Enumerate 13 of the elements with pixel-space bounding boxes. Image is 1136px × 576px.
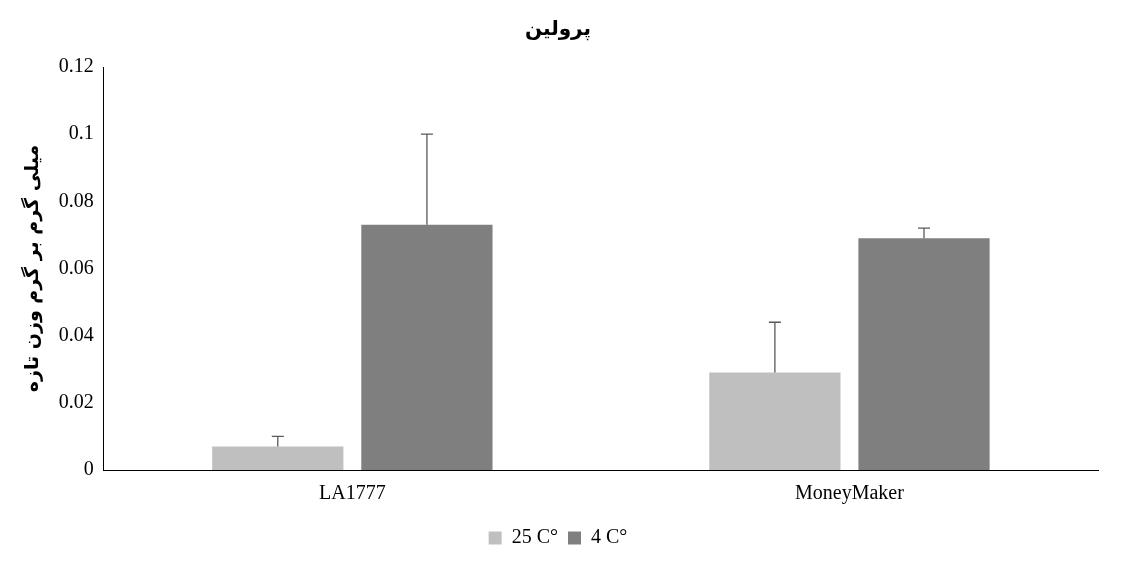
legend-label: 4 C°: [591, 525, 628, 548]
x-tick-label: LA1777: [319, 481, 386, 504]
y-tick-label: 0: [83, 457, 94, 480]
y-tick-label: 0.12: [58, 54, 94, 77]
y-tick-label: 0.1: [68, 121, 94, 144]
y-tick-label: 0.06: [58, 255, 94, 278]
y-tick-label: 0.04: [58, 322, 94, 345]
y-tick-label: 0.08: [58, 188, 94, 211]
chart-title: پرولین: [524, 16, 592, 42]
y-tick-label: 0.02: [58, 390, 94, 413]
legend-label: 25 C°: [511, 525, 559, 548]
x-tick-label: MoneyMaker: [795, 481, 905, 505]
y-axis-title: میلی گرم بر گرم وزن تازه: [20, 144, 44, 393]
